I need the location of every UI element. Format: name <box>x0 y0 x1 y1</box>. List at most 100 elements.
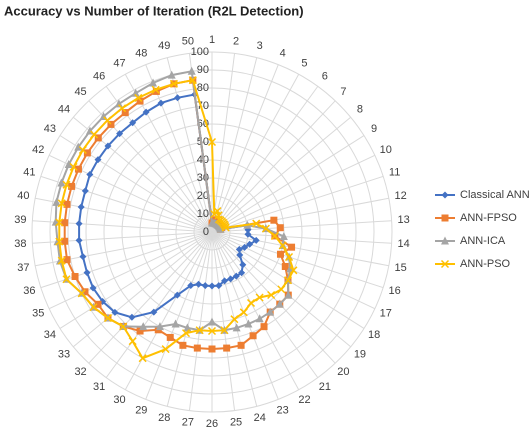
r-tick-label: 80 <box>197 82 209 94</box>
marker <box>281 262 289 270</box>
marker <box>57 256 66 265</box>
marker <box>232 323 241 332</box>
marker <box>246 240 254 248</box>
marker <box>266 307 275 316</box>
marker <box>169 79 178 88</box>
marker <box>208 345 216 353</box>
marker <box>83 149 91 157</box>
category-label: 9 <box>371 123 377 135</box>
marker <box>208 317 216 326</box>
marker <box>232 272 240 280</box>
legend-label: ANN-PSO <box>460 258 511 270</box>
spoke <box>124 231 213 390</box>
marker <box>129 119 137 127</box>
r-tick-label: 20 <box>197 190 209 202</box>
marker <box>86 171 94 179</box>
marker <box>94 134 102 142</box>
category-label: 29 <box>135 404 147 416</box>
spoke <box>211 154 376 233</box>
marker <box>131 88 140 97</box>
marker <box>134 93 143 102</box>
marker <box>441 236 449 245</box>
spoke <box>211 86 319 233</box>
spoke <box>40 231 213 289</box>
marker <box>237 341 245 349</box>
marker <box>278 241 287 250</box>
spoke <box>211 220 392 233</box>
spoke <box>211 116 352 233</box>
marker <box>63 200 71 208</box>
category-label: 27 <box>182 416 194 428</box>
marker <box>161 345 170 354</box>
category-label: 28 <box>158 412 170 424</box>
category-label: 31 <box>93 381 105 393</box>
marker <box>207 326 217 336</box>
marker <box>270 231 279 240</box>
marker <box>139 322 148 331</box>
marker <box>166 333 174 341</box>
marker <box>81 288 89 296</box>
marker <box>221 223 230 232</box>
marker <box>239 308 248 317</box>
marker <box>111 308 119 316</box>
marker <box>107 120 115 128</box>
marker <box>116 130 124 138</box>
marker <box>276 224 284 232</box>
marker <box>61 237 69 245</box>
marker <box>128 313 136 321</box>
category-label: 7 <box>340 86 346 98</box>
marker <box>74 142 83 151</box>
spoke <box>145 231 213 400</box>
category-label: 17 <box>380 308 392 320</box>
marker <box>187 66 196 75</box>
category-label: 20 <box>337 366 349 378</box>
marker <box>77 289 86 298</box>
marker <box>75 236 83 244</box>
marker <box>238 269 246 277</box>
marker <box>138 354 147 363</box>
spoke <box>211 135 365 233</box>
marker <box>62 275 71 284</box>
marker <box>246 298 256 308</box>
category-label: 10 <box>380 144 392 156</box>
spoke <box>211 231 392 244</box>
category-label: 2 <box>233 35 239 47</box>
category-label: 16 <box>388 285 400 297</box>
spoke <box>211 100 336 233</box>
marker <box>63 256 71 264</box>
category-label: 26 <box>206 418 218 430</box>
marker <box>136 327 144 335</box>
marker <box>62 180 71 189</box>
marker <box>90 130 99 139</box>
category-label: 47 <box>113 58 125 70</box>
marker <box>179 341 187 349</box>
chart-title: Accuracy vs Number of Iteration (R2L Det… <box>4 3 304 18</box>
marker <box>74 165 82 173</box>
marker <box>261 224 270 233</box>
marker <box>255 293 264 302</box>
spoke <box>211 231 279 400</box>
r-tick-label: 10 <box>197 208 209 220</box>
category-label: 13 <box>397 214 409 226</box>
spoke <box>211 231 236 411</box>
spoke <box>72 231 213 348</box>
marker <box>441 191 449 199</box>
category-label: 3 <box>257 40 263 52</box>
marker <box>104 142 112 150</box>
marker <box>208 282 216 290</box>
marker <box>171 319 180 328</box>
category-label: 24 <box>254 412 266 424</box>
marker <box>207 137 217 147</box>
category-label: 40 <box>17 190 29 202</box>
category-label: 41 <box>23 167 35 179</box>
marker <box>142 108 150 116</box>
category-label: 33 <box>58 348 70 360</box>
marker <box>279 232 288 241</box>
marker <box>52 197 61 206</box>
marker <box>118 104 127 113</box>
spoke <box>105 231 213 378</box>
marker <box>286 264 295 273</box>
marker <box>150 308 158 316</box>
category-label: 12 <box>394 190 406 202</box>
